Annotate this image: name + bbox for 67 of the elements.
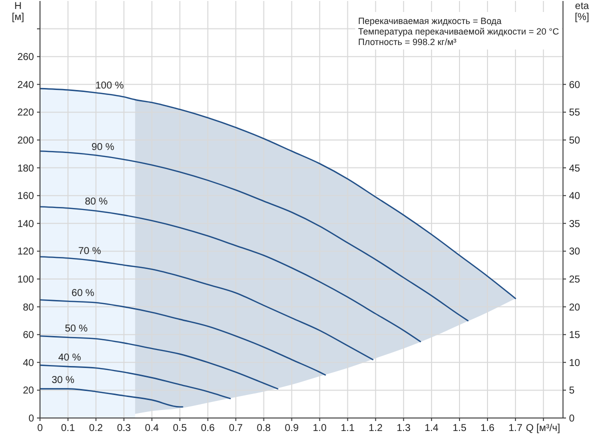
series-label: 40 %: [58, 352, 82, 364]
x-tick-label: 1.0: [312, 423, 328, 434]
x-axis-title: Q [м³/ч]: [526, 423, 560, 434]
x-tick-label: 1.4: [424, 423, 439, 434]
x-tick-label: 0.6: [200, 423, 216, 434]
x-tick-label: 1.3: [396, 423, 411, 434]
annotation: Плотность = 998.2 кг/м³: [358, 37, 456, 47]
y-tick-label: 220: [17, 108, 34, 119]
line-series: [39, 88, 516, 300]
y2-tick-label: 0: [569, 414, 575, 424]
series-label: 70 %: [78, 246, 102, 257]
line-series: [39, 206, 422, 342]
y2-tick-label: 40: [569, 191, 581, 202]
y2-tick-label: 15: [569, 330, 581, 342]
y2-tick-label: 20: [569, 302, 581, 314]
x-tick-label: 0.9: [284, 423, 300, 434]
y-tick-label: 140: [17, 218, 34, 230]
y2-tick-label: 55: [569, 108, 581, 119]
y2-axis-title: eta [%]: [574, 1, 590, 23]
y-tick-label: 240: [17, 80, 34, 91]
y-tick-label: 120: [17, 246, 34, 258]
y2-tick-label: 50: [569, 136, 581, 146]
x-tick-label: 0.1: [61, 423, 76, 434]
y-tick-label: 180: [17, 163, 34, 174]
x-tick-label: 0.4: [144, 423, 160, 434]
x-tick-label: 1.5: [452, 423, 467, 434]
y2-tick-label: 45: [569, 163, 581, 174]
series-label: 80 %: [84, 196, 108, 208]
y2-tick-label: 25: [569, 274, 581, 286]
annotation: Температура перекачиваемой жидкости = 20 °C: [358, 26, 560, 36]
y-axis-title: H [м]: [12, 1, 24, 23]
y-tick-label: 60: [22, 330, 34, 342]
x-tick-label: 0.2: [88, 423, 104, 434]
series-label: 30 %: [52, 374, 74, 386]
line-series: [39, 256, 374, 360]
line-series: [39, 388, 184, 408]
y-tick-label: 160: [17, 191, 34, 202]
series-label: 60 %: [72, 288, 94, 299]
y-tick-label: 40: [22, 358, 34, 369]
x-tick-label: 1.1: [340, 423, 356, 434]
y2-tick-label: 5: [569, 386, 575, 397]
line-series: [39, 150, 469, 322]
series-label: 50 %: [64, 324, 88, 335]
x-tick-label: 0.5: [172, 423, 188, 434]
x-tick-label: 1.2: [368, 423, 383, 434]
y2-tick-label: 30: [569, 246, 581, 258]
series-label: 100 %: [95, 80, 124, 92]
series-label: 90 %: [92, 142, 114, 153]
y2-tick-label: 35: [569, 218, 581, 230]
y-tick-label: 80: [22, 302, 34, 314]
y-tick-label: 20: [22, 386, 34, 397]
line-series: [39, 335, 278, 390]
x-tick-label: 0.8: [256, 423, 272, 434]
y-tick-label: 100: [17, 274, 34, 286]
y-tick-label: 200: [17, 136, 34, 146]
line-series: [39, 299, 326, 376]
annotation: Перекачиваемая жидкость = Вода: [358, 16, 502, 26]
y2-tick-label: 10: [569, 358, 581, 369]
x-tick-label: 0: [37, 423, 44, 434]
y-tick-label: 260: [17, 52, 34, 64]
x-tick-label: 0.3: [116, 423, 132, 434]
x-tick-label: 1.6: [480, 423, 495, 434]
y-tick-label: 0: [28, 414, 34, 424]
y2-tick-label: 60: [569, 80, 581, 91]
line-series: [39, 364, 231, 400]
x-tick-label: 0.7: [228, 423, 244, 434]
x-tick-label: 1.7: [508, 423, 523, 434]
